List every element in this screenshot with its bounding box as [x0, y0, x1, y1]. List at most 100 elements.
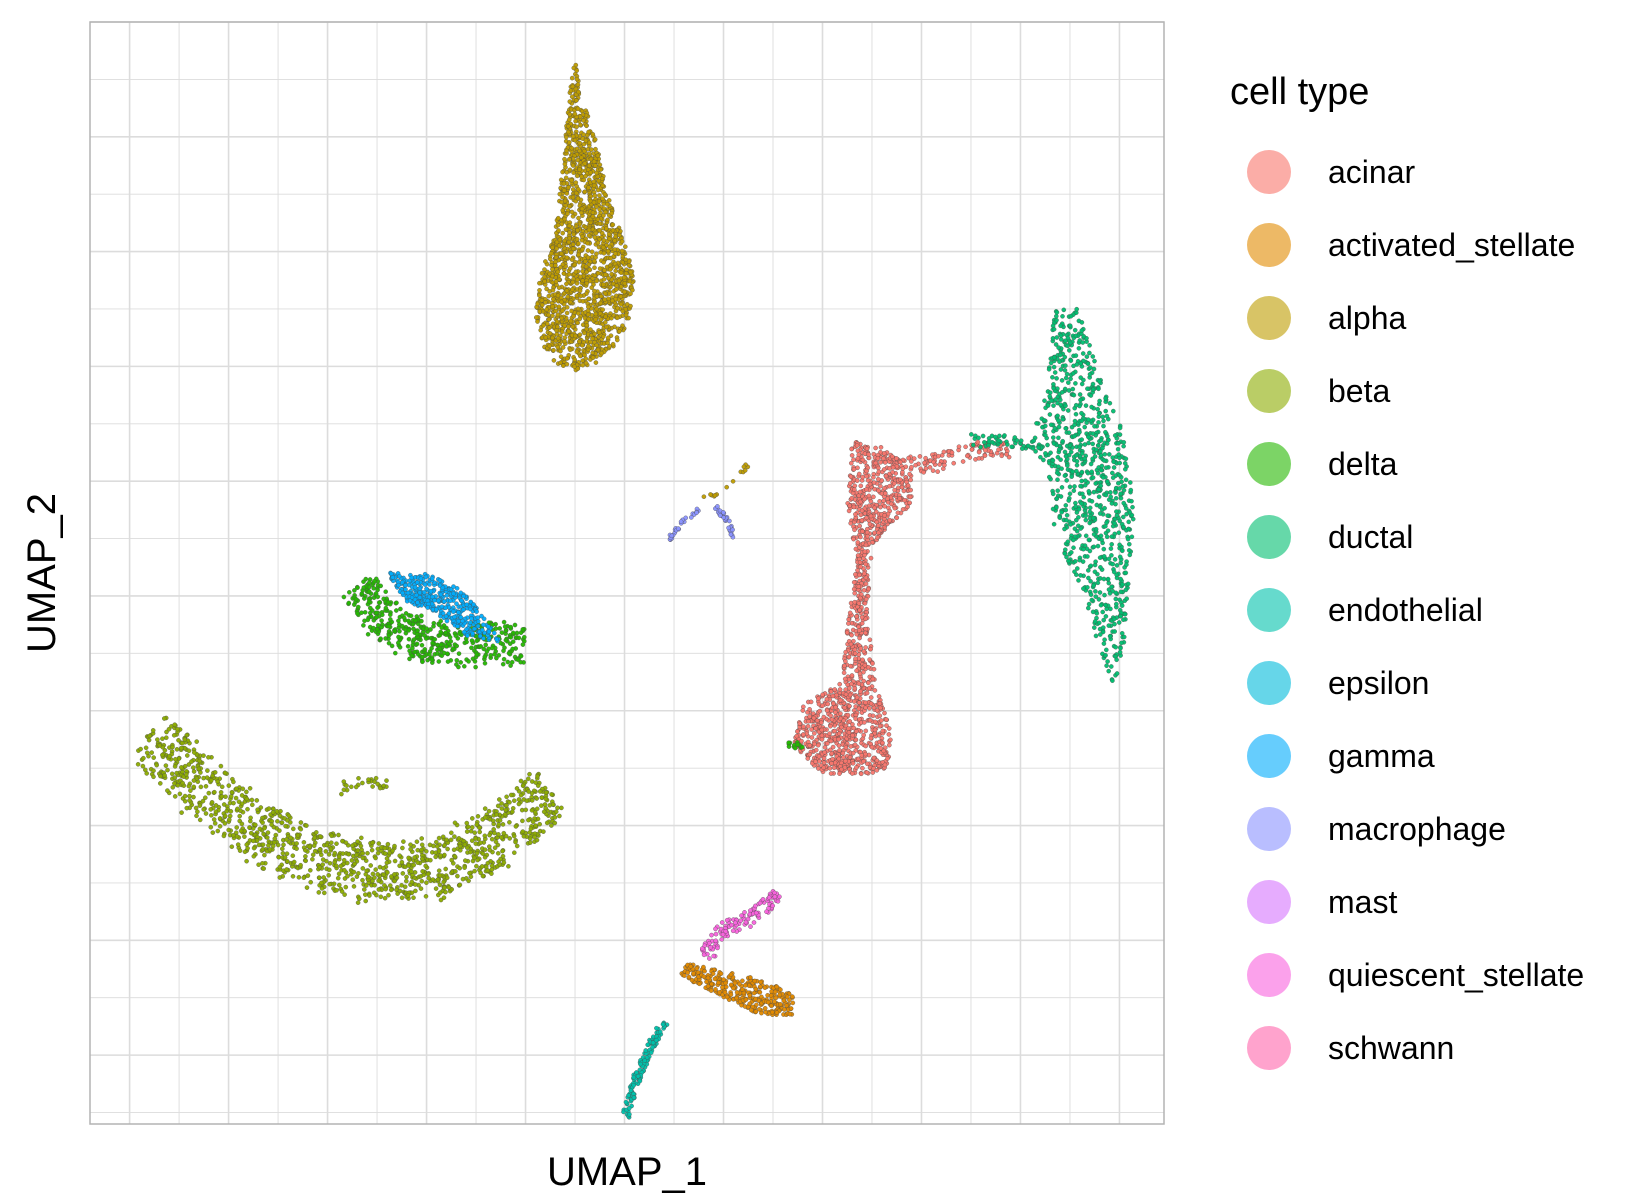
point-alpha: [580, 343, 585, 348]
point-beta: [520, 783, 526, 789]
point-delta: [466, 659, 471, 664]
point-beta: [184, 772, 189, 777]
point-beta: [266, 806, 272, 811]
point-acinar: [864, 474, 869, 479]
point-beta: [217, 816, 223, 821]
point-beta: [500, 848, 505, 854]
point-acinar: [862, 601, 868, 606]
point-alpha: [589, 147, 594, 152]
point-beta: [366, 874, 371, 880]
point-acinar: [850, 761, 856, 766]
point-acinar: [863, 561, 868, 567]
point-delta: [427, 651, 432, 657]
point-beta: [529, 798, 535, 803]
point-delta: [386, 623, 392, 629]
point-alpha: [579, 210, 584, 216]
point-acinar: [854, 765, 859, 770]
point-beta: [339, 791, 344, 797]
point-gamma: [412, 584, 418, 590]
point-beta: [228, 794, 234, 799]
point-delta: [392, 628, 397, 634]
point-beta: [234, 786, 239, 791]
point-alpha: [535, 301, 540, 307]
point-alpha: [588, 170, 593, 175]
point-beta: [276, 854, 282, 860]
point-gamma: [424, 586, 429, 592]
point-beta: [321, 875, 326, 880]
point-acinar: [857, 523, 862, 529]
point-acinar: [837, 748, 842, 753]
point-beta: [184, 805, 190, 811]
point-acinar: [862, 720, 867, 725]
point-alpha: [615, 337, 620, 343]
point-delta: [394, 608, 399, 613]
point-beta: [356, 776, 361, 781]
point-acinar: [800, 708, 806, 713]
point-beta: [415, 847, 420, 853]
point-delta: [456, 664, 461, 670]
point-beta: [555, 805, 560, 811]
point-alpha: [630, 287, 635, 293]
point-beta: [370, 784, 375, 789]
point-beta: [455, 873, 460, 879]
point-gamma: [397, 573, 402, 579]
point-alpha: [582, 148, 587, 154]
point-beta: [256, 862, 261, 867]
point-acinar: [807, 707, 812, 712]
point-beta: [163, 763, 169, 768]
point-delta: [380, 612, 385, 618]
point-acinar: [868, 555, 874, 561]
point-acinar: [854, 668, 859, 673]
point-acinar: [876, 488, 881, 493]
point-acinar: [877, 499, 882, 504]
point-acinar: [860, 765, 865, 771]
point-beta: [399, 859, 405, 865]
point-alpha: [582, 189, 588, 195]
point-beta: [436, 868, 442, 873]
point-acinar: [866, 452, 871, 457]
point-beta: [143, 745, 149, 751]
point-beta: [472, 868, 477, 874]
point-alpha: [602, 192, 608, 197]
point-beta: [191, 769, 197, 774]
point-acinar: [857, 560, 863, 565]
point-acinar: [836, 743, 842, 748]
point-beta: [158, 781, 163, 786]
point-alpha: [575, 306, 581, 312]
point-beta: [354, 852, 359, 858]
point-acinar: [853, 704, 858, 709]
point-beta: [426, 875, 432, 881]
point-gamma: [461, 607, 466, 612]
point-acinar: [860, 457, 866, 463]
point-beta: [211, 817, 217, 822]
point-delta: [462, 664, 467, 669]
point-delta: [444, 644, 449, 649]
point-alpha: [585, 312, 591, 317]
point-acinar: [876, 469, 882, 475]
point-acinar: [822, 750, 827, 755]
point-alpha: [555, 312, 561, 318]
point-acinar: [878, 460, 883, 465]
point-beta: [375, 872, 380, 877]
point-beta: [381, 872, 386, 877]
point-alpha: [617, 329, 622, 334]
point-acinar: [880, 740, 885, 746]
point-beta: [210, 830, 216, 835]
point-beta: [191, 794, 196, 800]
point-acinar: [865, 533, 870, 539]
point-alpha: [578, 353, 583, 359]
point-acinar: [825, 741, 830, 746]
point-delta: [408, 613, 414, 619]
point-alpha: [607, 291, 612, 296]
point-acinar: [874, 708, 880, 713]
point-delta: [398, 606, 403, 612]
point-acinar: [854, 478, 860, 483]
point-acinar: [856, 700, 862, 705]
point-acinar: [883, 473, 889, 479]
point-beta: [499, 806, 505, 811]
point-delta: [469, 638, 475, 643]
point-beta: [419, 842, 425, 848]
point-beta: [318, 834, 323, 839]
point-beta: [535, 773, 540, 779]
point-beta: [229, 789, 235, 795]
